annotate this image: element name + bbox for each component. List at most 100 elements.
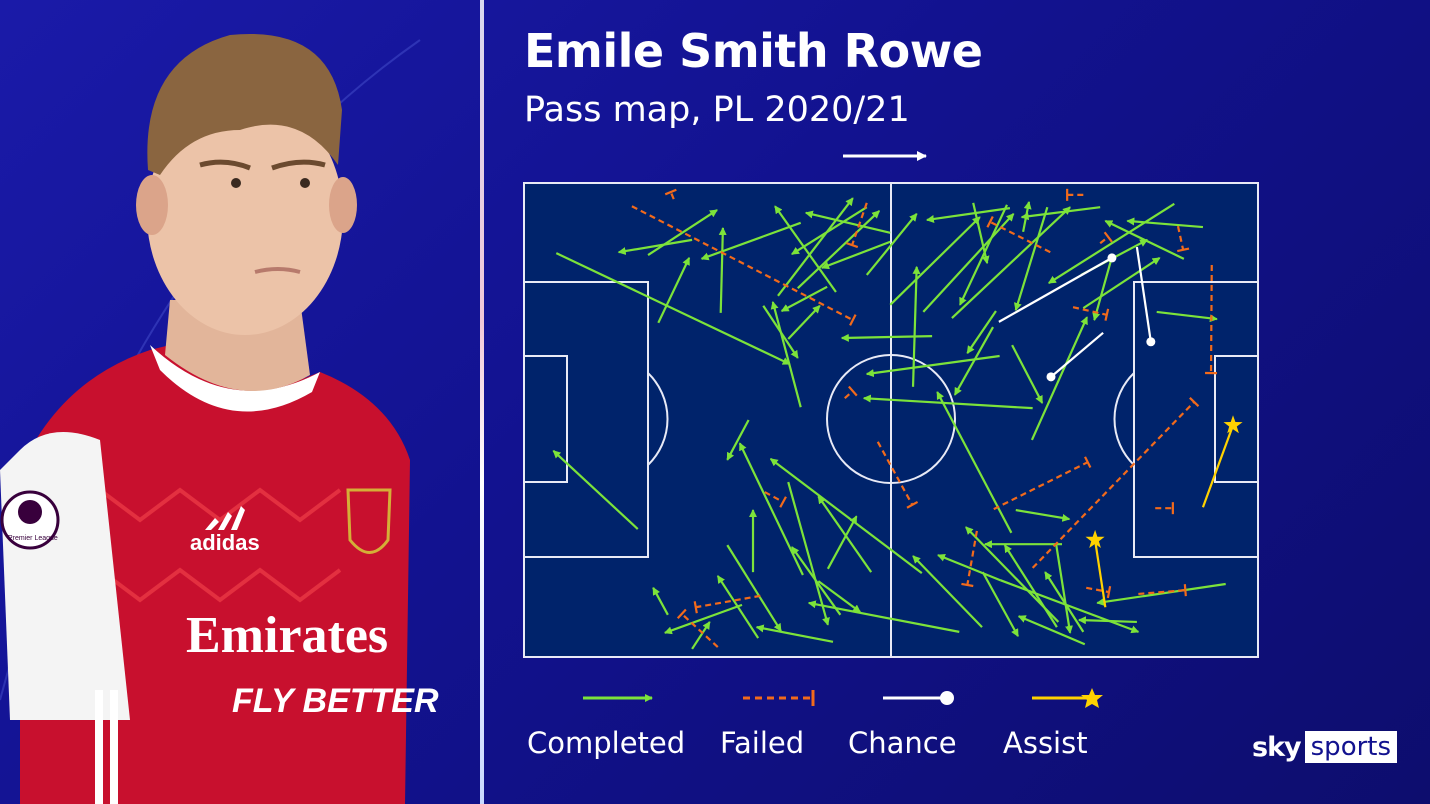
emirates-logo: Emirates xyxy=(186,607,388,664)
sleeve-stripe xyxy=(110,690,118,804)
failed-pass-end xyxy=(1177,247,1190,253)
left-six-yard-box xyxy=(523,355,568,483)
completed-pass xyxy=(652,586,669,616)
completed-pass xyxy=(1022,200,1032,233)
chance-dot xyxy=(1146,337,1156,347)
failed-pass xyxy=(631,205,854,321)
sleeve-stripe xyxy=(95,690,103,804)
completed-pass xyxy=(981,571,1019,638)
chance-dot xyxy=(1107,253,1117,263)
right-six-yard-box xyxy=(1214,355,1259,483)
failed-pass xyxy=(1031,401,1195,569)
failed-pass xyxy=(681,613,719,648)
completed-pass xyxy=(862,394,1033,410)
completed-pass xyxy=(840,333,933,342)
failed-pass xyxy=(1099,236,1109,245)
completed-pass xyxy=(821,240,891,270)
completed-pass xyxy=(691,621,711,650)
failed-pass xyxy=(966,530,978,586)
completed-pass xyxy=(1156,310,1218,323)
sports-wordmark: sports xyxy=(1304,731,1398,763)
failed-pass xyxy=(764,491,784,503)
completed-pass xyxy=(1044,571,1085,633)
completed-pass xyxy=(787,305,821,340)
chance-pass xyxy=(1050,331,1104,378)
legend-label-chance: Chance xyxy=(848,726,957,760)
completed-pass xyxy=(925,207,1011,223)
svg-text:Premier League: Premier League xyxy=(8,535,58,542)
completed-pass xyxy=(1011,344,1044,404)
completed-pass xyxy=(1014,206,1049,311)
passes-layer xyxy=(552,188,1243,650)
legend-label-failed: Failed xyxy=(720,726,805,760)
completed-pass xyxy=(999,579,1140,634)
right-penalty-arc xyxy=(1113,372,1135,466)
panel-divider xyxy=(480,0,484,804)
completed-pass xyxy=(1020,206,1101,221)
failed-pass-end xyxy=(961,582,974,588)
completed-pass xyxy=(951,206,1071,319)
page-subtitle: Pass map, PL 2020/21 xyxy=(524,90,910,130)
completed-pass xyxy=(726,419,750,461)
assist-pass xyxy=(1201,424,1235,508)
legend-icons xyxy=(583,688,1103,708)
completed-pass xyxy=(889,216,981,306)
completed-pass xyxy=(1055,544,1073,634)
hair xyxy=(147,33,342,175)
completed-pass xyxy=(774,205,837,293)
completed-pass xyxy=(911,265,921,387)
completed-pass xyxy=(726,544,782,632)
assist-pass xyxy=(1093,539,1107,608)
completed-pass xyxy=(1003,544,1058,628)
completed-pass xyxy=(817,580,861,613)
completed-pass xyxy=(804,210,891,234)
legend-label-completed: Completed xyxy=(527,726,686,760)
failed-pass-end xyxy=(848,385,858,397)
failed-pass-end xyxy=(693,601,698,614)
completed-pass xyxy=(937,553,1001,582)
page-title: Emile Smith Rowe xyxy=(524,24,983,78)
completed-pass xyxy=(1047,202,1175,284)
assist-star xyxy=(1223,415,1243,434)
completed-pass xyxy=(617,238,693,255)
sky-wordmark: sky xyxy=(1252,731,1302,763)
completed-pass xyxy=(1030,316,1088,441)
completed-pass xyxy=(787,481,830,626)
fly-better-logo: FLY BETTER xyxy=(232,682,439,720)
left-penalty-arc xyxy=(647,372,669,466)
failed-pass-end xyxy=(1106,585,1112,599)
completed-pass xyxy=(718,227,727,313)
failed-pass xyxy=(1086,586,1110,594)
adidas-logo: adidas xyxy=(190,530,260,555)
failed-pass-end xyxy=(906,501,919,509)
assist-star xyxy=(1085,529,1105,548)
completed-pass xyxy=(912,555,983,628)
failed-pass xyxy=(993,461,1089,511)
completed-pass xyxy=(966,310,997,354)
player-photo: Premier League adidas Emirates FLY BETTE… xyxy=(0,33,439,804)
pitch xyxy=(523,182,1259,658)
completed-pass xyxy=(807,600,960,633)
failed-pass-end xyxy=(849,314,857,326)
centre-circle xyxy=(826,354,956,484)
completed-pass xyxy=(1082,256,1161,310)
completed-pass xyxy=(755,624,834,643)
failed-pass xyxy=(876,441,914,506)
completed-pass xyxy=(555,252,791,366)
failed-pass xyxy=(989,220,1051,254)
failed-pass-end xyxy=(1104,308,1110,321)
failed-pass-end xyxy=(1189,397,1200,407)
ear xyxy=(329,177,357,233)
completed-pass xyxy=(657,256,691,324)
failed-pass xyxy=(695,594,761,609)
ear xyxy=(136,175,168,235)
completed-pass xyxy=(663,603,743,635)
completed-pass xyxy=(769,457,923,574)
failed-pass-end xyxy=(1084,456,1092,469)
arsenal-crest xyxy=(346,488,392,554)
completed-pass xyxy=(817,495,873,573)
eyebrows xyxy=(199,159,326,171)
collar xyxy=(150,345,320,412)
chance-pass xyxy=(1135,246,1152,342)
failed-pass xyxy=(1072,306,1108,316)
